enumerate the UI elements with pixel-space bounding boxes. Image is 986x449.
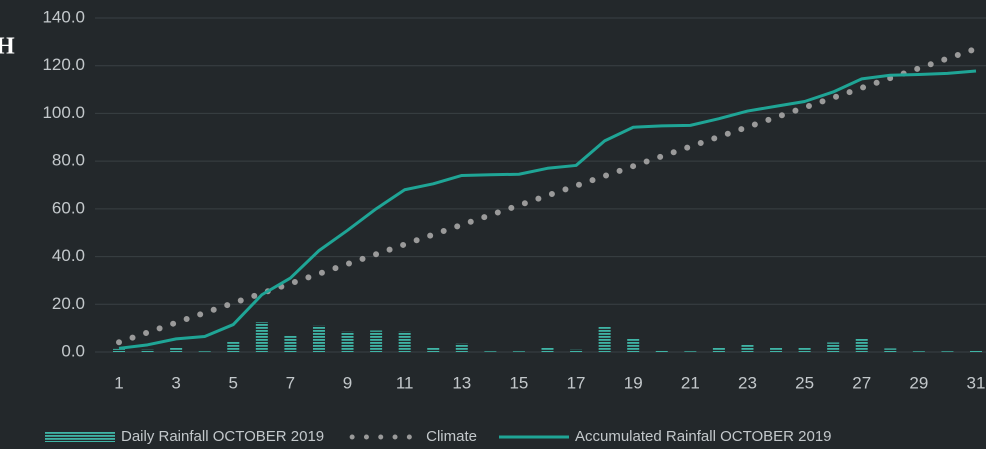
bar bbox=[370, 330, 383, 352]
y-tick-label: 100.0 bbox=[42, 103, 85, 122]
x-tick-label: 11 bbox=[396, 373, 414, 392]
bar bbox=[941, 351, 954, 352]
bar bbox=[855, 338, 868, 352]
x-tick-label: 31 bbox=[967, 373, 986, 392]
bar bbox=[912, 351, 925, 352]
bar bbox=[455, 343, 468, 352]
bar bbox=[827, 342, 840, 352]
bar bbox=[284, 335, 297, 352]
x-tick-label: 25 bbox=[795, 373, 814, 392]
bar bbox=[341, 331, 354, 352]
y-tick-label: 40.0 bbox=[52, 246, 85, 265]
bar bbox=[141, 349, 154, 352]
chart-title: H bbox=[0, 34, 15, 60]
bar bbox=[770, 347, 783, 352]
x-tick-label: 17 bbox=[567, 373, 586, 392]
bar bbox=[970, 350, 982, 352]
x-tick-label: 13 bbox=[452, 373, 471, 392]
bar bbox=[427, 347, 440, 352]
x-tick-label: 21 bbox=[681, 373, 700, 392]
y-tick-label: 120.0 bbox=[42, 55, 85, 74]
bar bbox=[712, 347, 725, 352]
bar bbox=[655, 350, 668, 352]
bar bbox=[541, 347, 554, 352]
x-tick-label: 15 bbox=[509, 373, 528, 392]
y-tick-label: 20.0 bbox=[52, 294, 85, 313]
x-tick-label: 5 bbox=[229, 373, 238, 392]
bar bbox=[484, 351, 497, 352]
bar bbox=[227, 341, 240, 352]
bar bbox=[598, 326, 611, 352]
x-tick-label: 9 bbox=[343, 373, 352, 392]
y-tick-label: 0.0 bbox=[61, 341, 85, 360]
bar bbox=[741, 344, 754, 352]
y-tick-label: 80.0 bbox=[52, 151, 85, 170]
x-tick-label: 23 bbox=[738, 373, 757, 392]
legend-swatch bbox=[45, 432, 115, 442]
bar bbox=[170, 347, 183, 352]
line bbox=[118, 69, 977, 350]
x-tick-label: 1 bbox=[114, 373, 123, 392]
x-tick-label: 27 bbox=[852, 373, 871, 392]
y-tick-label: 60.0 bbox=[52, 198, 85, 217]
x-tick-label: 19 bbox=[624, 373, 643, 392]
x-tick-label: 3 bbox=[171, 373, 180, 392]
bar bbox=[684, 351, 697, 352]
x-tick-label: 29 bbox=[909, 373, 928, 392]
bar bbox=[798, 347, 811, 352]
legend-label: Accumulated Rainfall OCTOBER 2019 bbox=[575, 428, 832, 445]
bar bbox=[113, 348, 125, 352]
y-tick-label: 140.0 bbox=[42, 7, 85, 26]
bar bbox=[255, 322, 268, 352]
bar bbox=[627, 338, 640, 352]
bar bbox=[512, 351, 525, 352]
legend-label: Daily Rainfall OCTOBER 2019 bbox=[121, 428, 324, 445]
bar bbox=[884, 348, 897, 352]
bar bbox=[312, 325, 325, 352]
x-tick-label: 7 bbox=[286, 373, 295, 392]
bar bbox=[198, 351, 211, 352]
legend-label: Climate bbox=[426, 428, 477, 445]
bar bbox=[398, 331, 411, 352]
bar bbox=[570, 349, 583, 352]
